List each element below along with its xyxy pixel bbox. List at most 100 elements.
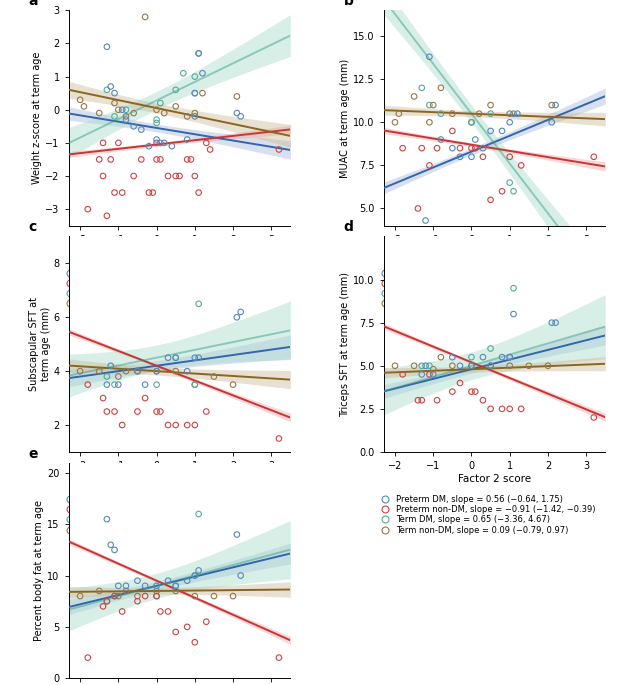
Point <box>421 360 431 371</box>
Point <box>155 606 165 617</box>
Y-axis label: MUAC at term age (mm): MUAC at term age (mm) <box>340 58 350 177</box>
Point <box>152 590 162 601</box>
Point <box>102 379 112 390</box>
Point <box>417 360 427 371</box>
Point <box>547 99 557 110</box>
Point <box>182 111 192 122</box>
Point <box>190 419 200 430</box>
Point <box>102 596 112 607</box>
X-axis label: Factor 2 score: Factor 2 score <box>458 247 531 258</box>
Point <box>105 539 115 550</box>
Point <box>117 606 127 617</box>
Point <box>417 142 427 153</box>
Point <box>193 352 203 363</box>
Point <box>236 111 246 122</box>
Point <box>182 621 192 632</box>
Point <box>83 203 93 214</box>
Point <box>129 171 139 182</box>
Point <box>390 360 400 371</box>
Point <box>152 154 162 165</box>
Point <box>432 395 442 406</box>
Point <box>413 395 423 406</box>
Point <box>121 114 131 125</box>
Point <box>171 352 181 363</box>
Point <box>409 360 419 371</box>
Point <box>447 108 457 119</box>
Point <box>190 88 200 99</box>
Point <box>505 177 515 188</box>
Point <box>467 142 477 153</box>
Point <box>232 529 242 540</box>
Point <box>455 377 465 388</box>
Point <box>424 117 434 128</box>
Point <box>589 412 599 423</box>
Point <box>114 379 124 390</box>
Point <box>102 371 112 382</box>
Point <box>110 590 120 601</box>
Point <box>485 360 495 371</box>
Point <box>209 590 219 601</box>
Point <box>428 99 438 110</box>
Legend: Preterm DM, slope = 0.92 (−0.09, 1.93)*, Preterm non-DM, slope = −0.36 (−0.93, 0: Preterm DM, slope = 0.92 (−0.09, 1.93)*,… <box>377 269 588 308</box>
Point <box>202 616 212 627</box>
Point <box>129 108 139 119</box>
Point <box>121 111 131 122</box>
Point <box>105 81 115 92</box>
Point <box>102 596 112 607</box>
Point <box>140 590 150 601</box>
Point <box>467 386 477 397</box>
Point <box>478 351 488 362</box>
Point <box>424 160 434 171</box>
Point <box>132 590 142 601</box>
Point <box>394 108 404 119</box>
Point <box>485 403 495 414</box>
Point <box>102 406 112 417</box>
Point <box>413 203 423 214</box>
Point <box>193 48 203 59</box>
Point <box>497 125 507 136</box>
Point <box>497 186 507 197</box>
Point <box>79 101 89 112</box>
Point <box>114 590 124 601</box>
Point <box>550 317 560 328</box>
Point <box>114 138 124 149</box>
Point <box>102 84 112 95</box>
Point <box>171 419 181 430</box>
Text: b: b <box>344 0 353 8</box>
Point <box>155 97 165 108</box>
Point <box>467 360 477 371</box>
Point <box>505 403 515 414</box>
Point <box>110 545 120 556</box>
Point <box>132 366 142 377</box>
Point <box>163 575 173 586</box>
Point <box>121 586 131 597</box>
Point <box>110 379 120 390</box>
Point <box>190 570 200 581</box>
Point <box>152 586 162 597</box>
Point <box>152 379 162 390</box>
Point <box>94 154 104 165</box>
Point <box>424 360 434 371</box>
Point <box>228 590 238 601</box>
Point <box>110 88 120 99</box>
Point <box>417 395 427 406</box>
Point <box>159 108 169 119</box>
Point <box>436 134 446 145</box>
Point <box>478 151 488 162</box>
Point <box>543 360 553 371</box>
Point <box>505 351 515 362</box>
Point <box>98 171 108 182</box>
Point <box>98 393 108 403</box>
Point <box>547 317 557 328</box>
Point <box>512 108 522 119</box>
Point <box>190 379 200 390</box>
Point <box>455 151 465 162</box>
Point <box>197 88 207 99</box>
Point <box>505 151 515 162</box>
Point <box>132 596 142 607</box>
Point <box>509 186 519 197</box>
Point <box>155 154 165 165</box>
Point <box>163 352 173 363</box>
Point <box>424 99 434 110</box>
Point <box>190 570 200 581</box>
